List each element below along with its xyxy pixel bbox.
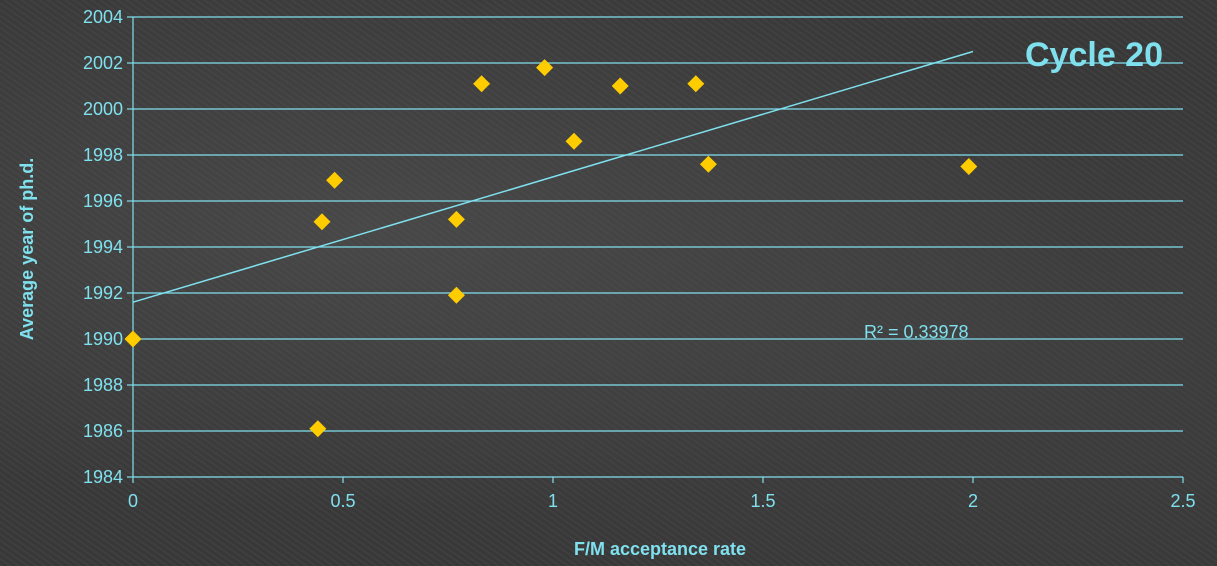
data-point: [447, 286, 465, 304]
x-tick-label: 1.5: [750, 491, 775, 511]
x-tick-label: 0.5: [330, 491, 355, 511]
tick-labels: 1984 1986 1988 1990 1992 1994 1996 1998 2000 2002…: [83, 7, 1196, 511]
y-tick-label: 1986: [83, 421, 123, 441]
y-tick-label: 1996: [83, 191, 123, 211]
data-point: [565, 132, 583, 150]
data-point: [326, 171, 344, 189]
data-point: [611, 77, 629, 95]
trendline-group: [132, 50, 974, 303]
y-tick-label: 1988: [83, 375, 123, 395]
x-tick-label: 2.5: [1170, 491, 1195, 511]
data-point: [536, 59, 554, 77]
y-tick-label: 1990: [83, 329, 123, 349]
x-tick-label: 1: [548, 491, 558, 511]
trendline: [132, 50, 974, 303]
y-tick-label: 1984: [83, 467, 123, 487]
data-point: [124, 330, 142, 348]
y-tick-label: 1992: [83, 283, 123, 303]
y-tick-label: 2002: [83, 53, 123, 73]
chart-title: Cycle 20: [1025, 36, 1163, 74]
x-tick-label: 2: [968, 491, 978, 511]
y-tick-label: 2000: [83, 99, 123, 119]
x-axis-title: F/M acceptance rate: [574, 539, 746, 559]
axes: [127, 16, 1184, 483]
data-points: [124, 59, 978, 438]
data-point: [447, 210, 465, 228]
data-point: [313, 213, 331, 231]
y-axis-title: Average year of ph.d.: [17, 158, 37, 340]
x-tick-label: 0: [128, 491, 138, 511]
gridlines: [133, 16, 1183, 432]
y-tick-label: 2004: [83, 7, 123, 27]
data-point: [473, 75, 491, 93]
data-point: [960, 158, 978, 175]
data-point: [309, 420, 327, 438]
data-point: [687, 75, 705, 93]
r-squared-label: R² = 0.33978: [864, 322, 969, 342]
y-tick-label: 1994: [83, 237, 123, 257]
data-point: [699, 155, 717, 173]
y-tick-label: 1998: [83, 145, 123, 165]
